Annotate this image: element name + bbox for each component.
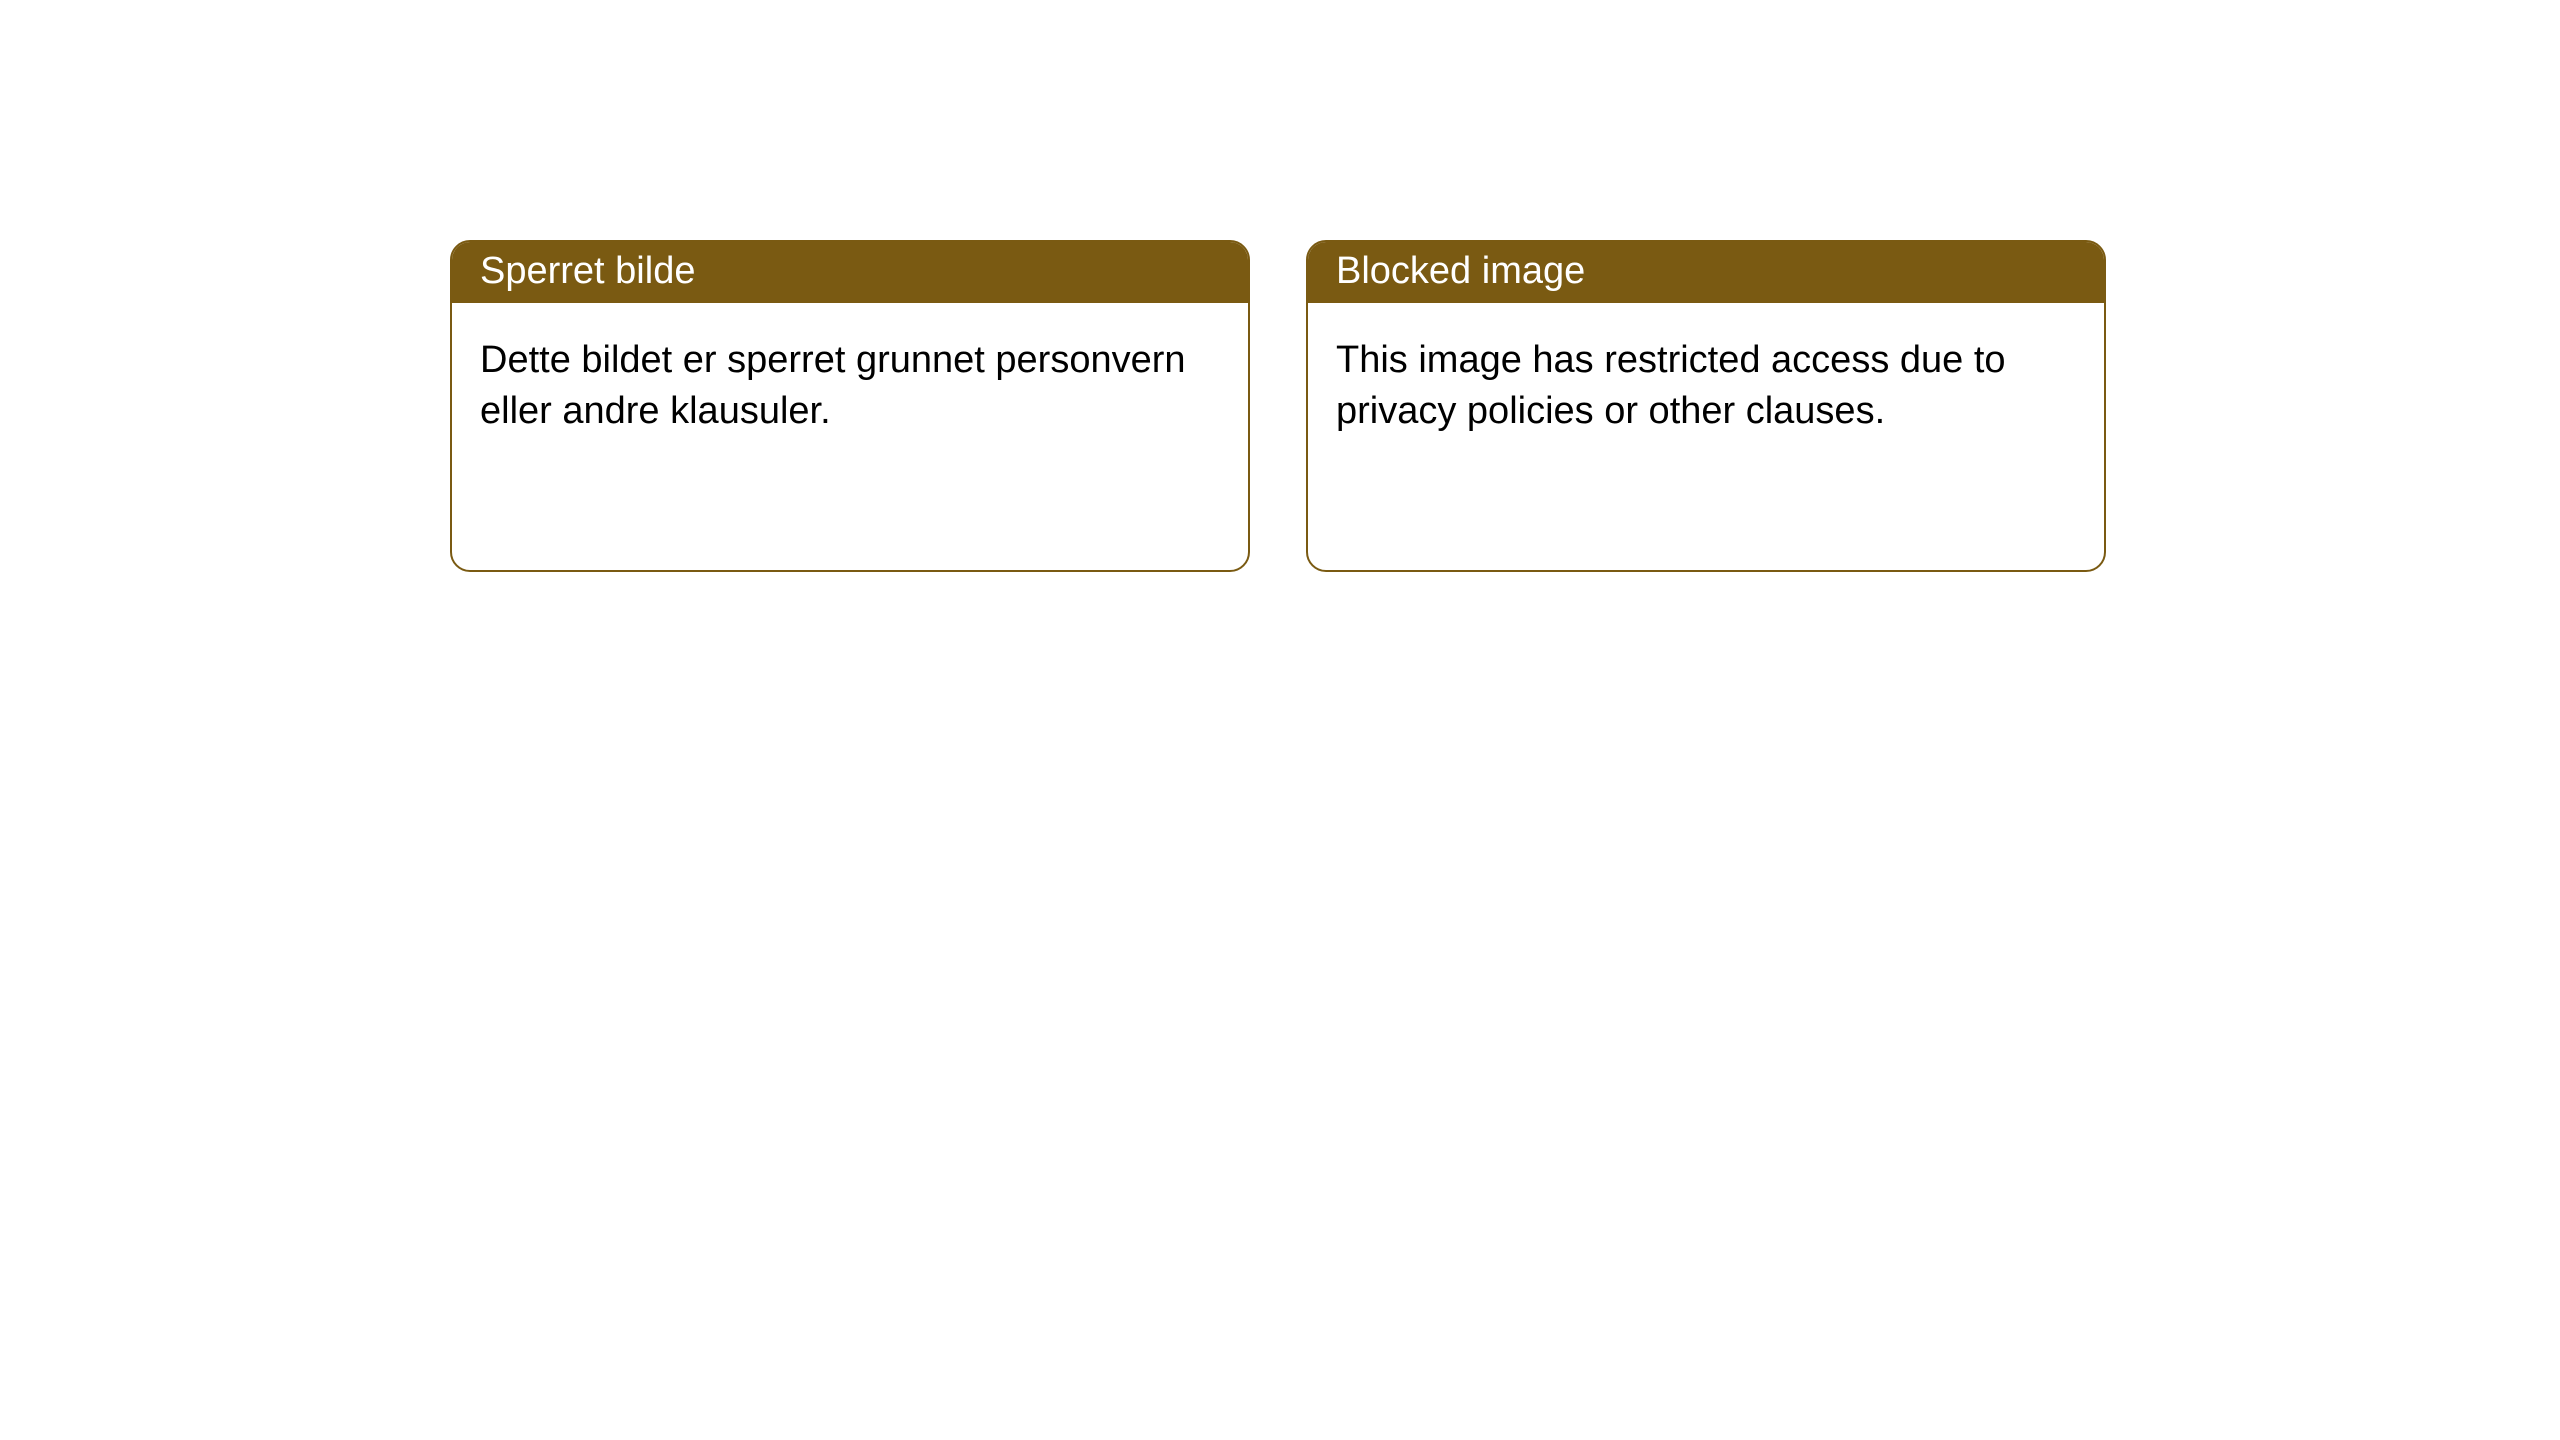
notice-card-english: Blocked image This image has restricted … — [1306, 240, 2106, 572]
notice-title-english: Blocked image — [1336, 250, 1585, 292]
notice-text-norwegian: Dette bildet er sperret grunnet personve… — [480, 339, 1186, 432]
notice-header-norwegian: Sperret bilde — [452, 242, 1248, 303]
notice-header-english: Blocked image — [1308, 242, 2104, 303]
notice-body-english: This image has restricted access due to … — [1308, 303, 2104, 470]
notice-title-norwegian: Sperret bilde — [480, 250, 695, 292]
notice-container: Sperret bilde Dette bildet er sperret gr… — [0, 0, 2560, 572]
notice-card-norwegian: Sperret bilde Dette bildet er sperret gr… — [450, 240, 1250, 572]
notice-body-norwegian: Dette bildet er sperret grunnet personve… — [452, 303, 1248, 470]
notice-text-english: This image has restricted access due to … — [1336, 339, 2006, 432]
